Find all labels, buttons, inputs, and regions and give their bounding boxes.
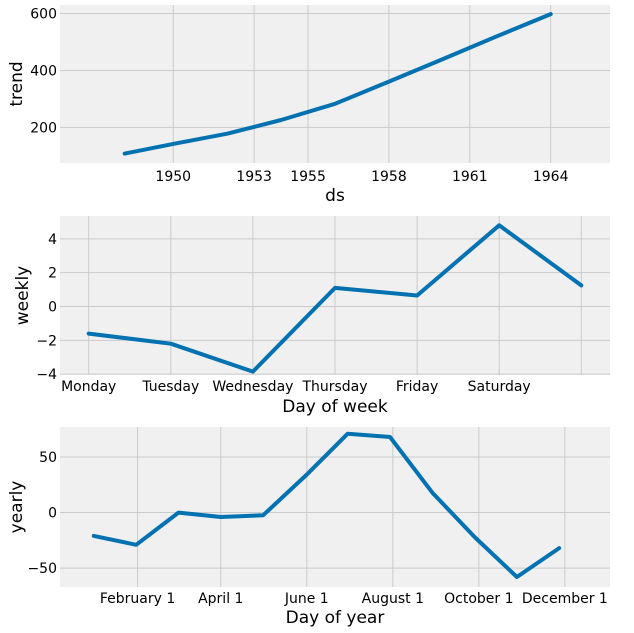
x-tick-label: August 1 (362, 591, 424, 607)
x-tick-label: February 1 (100, 591, 175, 607)
x-tick-label: 1958 (371, 169, 407, 185)
y-tick-label: 400 (30, 63, 57, 79)
x-tick-label: Tuesday (141, 379, 199, 395)
x-tick-label: 1953 (236, 169, 272, 185)
y-axis-label: weekly (13, 266, 33, 325)
chart-panel-weekly: Monday Tuesday Wednesday Thursday Friday Satu… (13, 216, 610, 417)
x-tick-label: December 1 (522, 591, 608, 607)
y-axis-label: yearly (7, 481, 27, 534)
y-tick-label: −4 (36, 367, 57, 383)
x-tick-label: 1955 (290, 169, 326, 185)
plot-area (60, 5, 610, 163)
x-tick-label: 1950 (155, 169, 191, 185)
y-tick-label: 2 (48, 266, 57, 282)
x-tick-label: October 1 (444, 591, 513, 607)
y-tick-label: 50 (39, 450, 57, 466)
y-tick-label: −50 (27, 561, 57, 577)
y-axis-label: trend (7, 61, 27, 106)
x-tick-label: 1961 (452, 169, 488, 185)
x-tick-label: June 1 (284, 591, 329, 607)
x-tick-label: Monday (61, 379, 116, 395)
x-axis-label: Day of week (282, 397, 388, 417)
x-tick-label: Thursday (301, 379, 367, 395)
chart-panel-trend: 1950 1953 1955 1958 1961 1964 200 400 600 ds trend (7, 5, 610, 206)
y-tick-label: 0 (48, 506, 57, 522)
x-tick-label: April 1 (198, 591, 243, 607)
y-tick-label: 0 (48, 299, 57, 315)
x-tick-label: Wednesday (212, 379, 293, 395)
x-axis-label: Day of year (286, 608, 385, 628)
plot-area (60, 427, 610, 587)
y-tick-label: 4 (48, 232, 57, 248)
x-tick-label: Friday (396, 379, 438, 395)
y-tick-label: −2 (36, 333, 57, 349)
x-tick-label: 1964 (533, 169, 569, 185)
y-tick-label: 200 (30, 120, 57, 136)
series-line-yearly (91, 431, 562, 579)
y-tick-label: 600 (30, 7, 57, 23)
x-axis-label: ds (325, 186, 345, 206)
chart-panel-yearly: February 1 April 1 June 1 August 1 October 1… (7, 427, 610, 628)
x-tick-label: Saturday (468, 379, 531, 395)
